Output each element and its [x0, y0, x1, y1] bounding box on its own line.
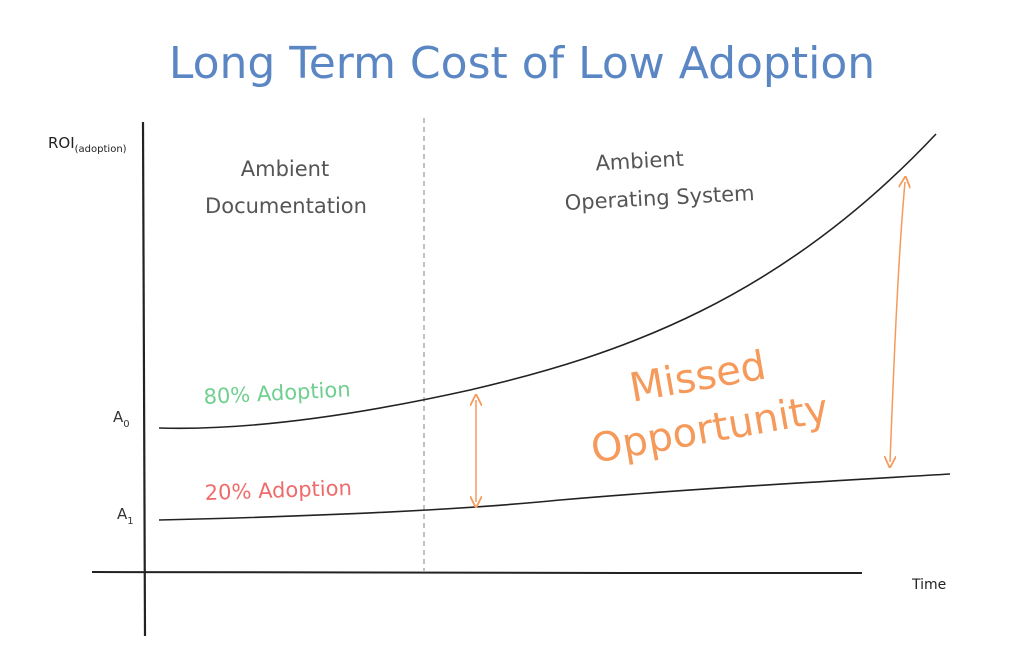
phase-left-line1: Ambient — [241, 157, 329, 181]
phase-right-line2: Operating System — [564, 181, 755, 215]
series-label-20-adoption: 20% Adoption — [204, 476, 352, 505]
level-a1-subscript: 1 — [127, 516, 133, 527]
curve-20-adoption — [158, 473, 951, 521]
y-axis-label: ROI(adoption) — [48, 134, 127, 155]
phase-left-line2: Documentation — [205, 194, 367, 218]
level-a0-main: A — [113, 408, 124, 426]
y-axis-label-main: ROI — [48, 134, 75, 152]
x-axis-label: Time — [911, 577, 946, 593]
phase-right-line1: Ambient — [595, 147, 685, 176]
level-a1-label: A1 — [117, 505, 134, 527]
x-axis — [91, 571, 863, 574]
diagram-title: Long Term Cost of Low Adoption — [169, 38, 875, 89]
level-a1-main: A — [117, 505, 128, 523]
level-a0-subscript: 0 — [123, 419, 129, 430]
gap-arrow-large — [890, 182, 905, 462]
curve-80-adoption — [158, 133, 937, 430]
series-label-80-adoption: 80% Adoption — [203, 377, 351, 409]
missed-opportunity-line2: Opportunity — [588, 386, 832, 473]
y-axis — [141, 121, 147, 637]
y-axis-label-subscript: (adoption) — [75, 144, 127, 155]
level-a0-label: A0 — [113, 408, 130, 430]
